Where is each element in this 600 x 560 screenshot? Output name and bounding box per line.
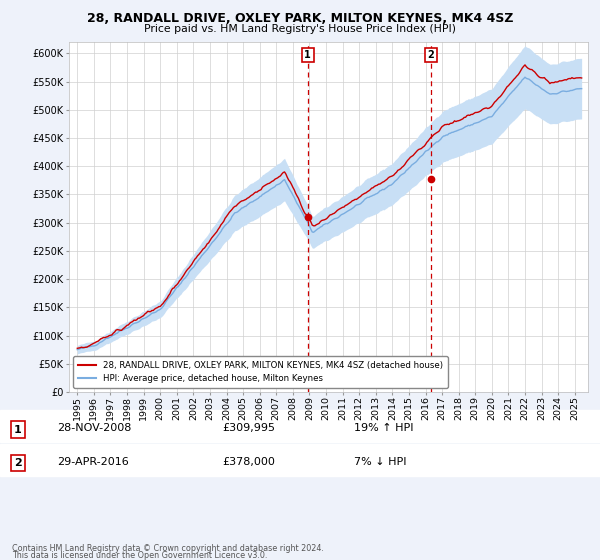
Text: 28, RANDALL DRIVE, OXLEY PARK, MILTON KEYNES, MK4 4SZ: 28, RANDALL DRIVE, OXLEY PARK, MILTON KE… bbox=[87, 12, 513, 25]
Text: 28-NOV-2008: 28-NOV-2008 bbox=[57, 423, 131, 433]
Text: 1: 1 bbox=[304, 50, 311, 60]
Text: £378,000: £378,000 bbox=[222, 457, 275, 467]
Text: 19% ↑ HPI: 19% ↑ HPI bbox=[354, 423, 413, 433]
Text: This data is licensed under the Open Government Licence v3.0.: This data is licensed under the Open Gov… bbox=[12, 551, 268, 560]
Legend: 28, RANDALL DRIVE, OXLEY PARK, MILTON KEYNES, MK4 4SZ (detached house), HPI: Ave: 28, RANDALL DRIVE, OXLEY PARK, MILTON KE… bbox=[73, 356, 448, 388]
Text: Price paid vs. HM Land Registry's House Price Index (HPI): Price paid vs. HM Land Registry's House … bbox=[144, 24, 456, 34]
Text: 2: 2 bbox=[14, 458, 22, 468]
Text: 29-APR-2016: 29-APR-2016 bbox=[57, 457, 129, 467]
Text: 7% ↓ HPI: 7% ↓ HPI bbox=[354, 457, 407, 467]
Text: £309,995: £309,995 bbox=[222, 423, 275, 433]
Text: 2: 2 bbox=[428, 50, 434, 60]
Text: 1: 1 bbox=[14, 424, 22, 435]
Text: Contains HM Land Registry data © Crown copyright and database right 2024.: Contains HM Land Registry data © Crown c… bbox=[12, 544, 324, 553]
